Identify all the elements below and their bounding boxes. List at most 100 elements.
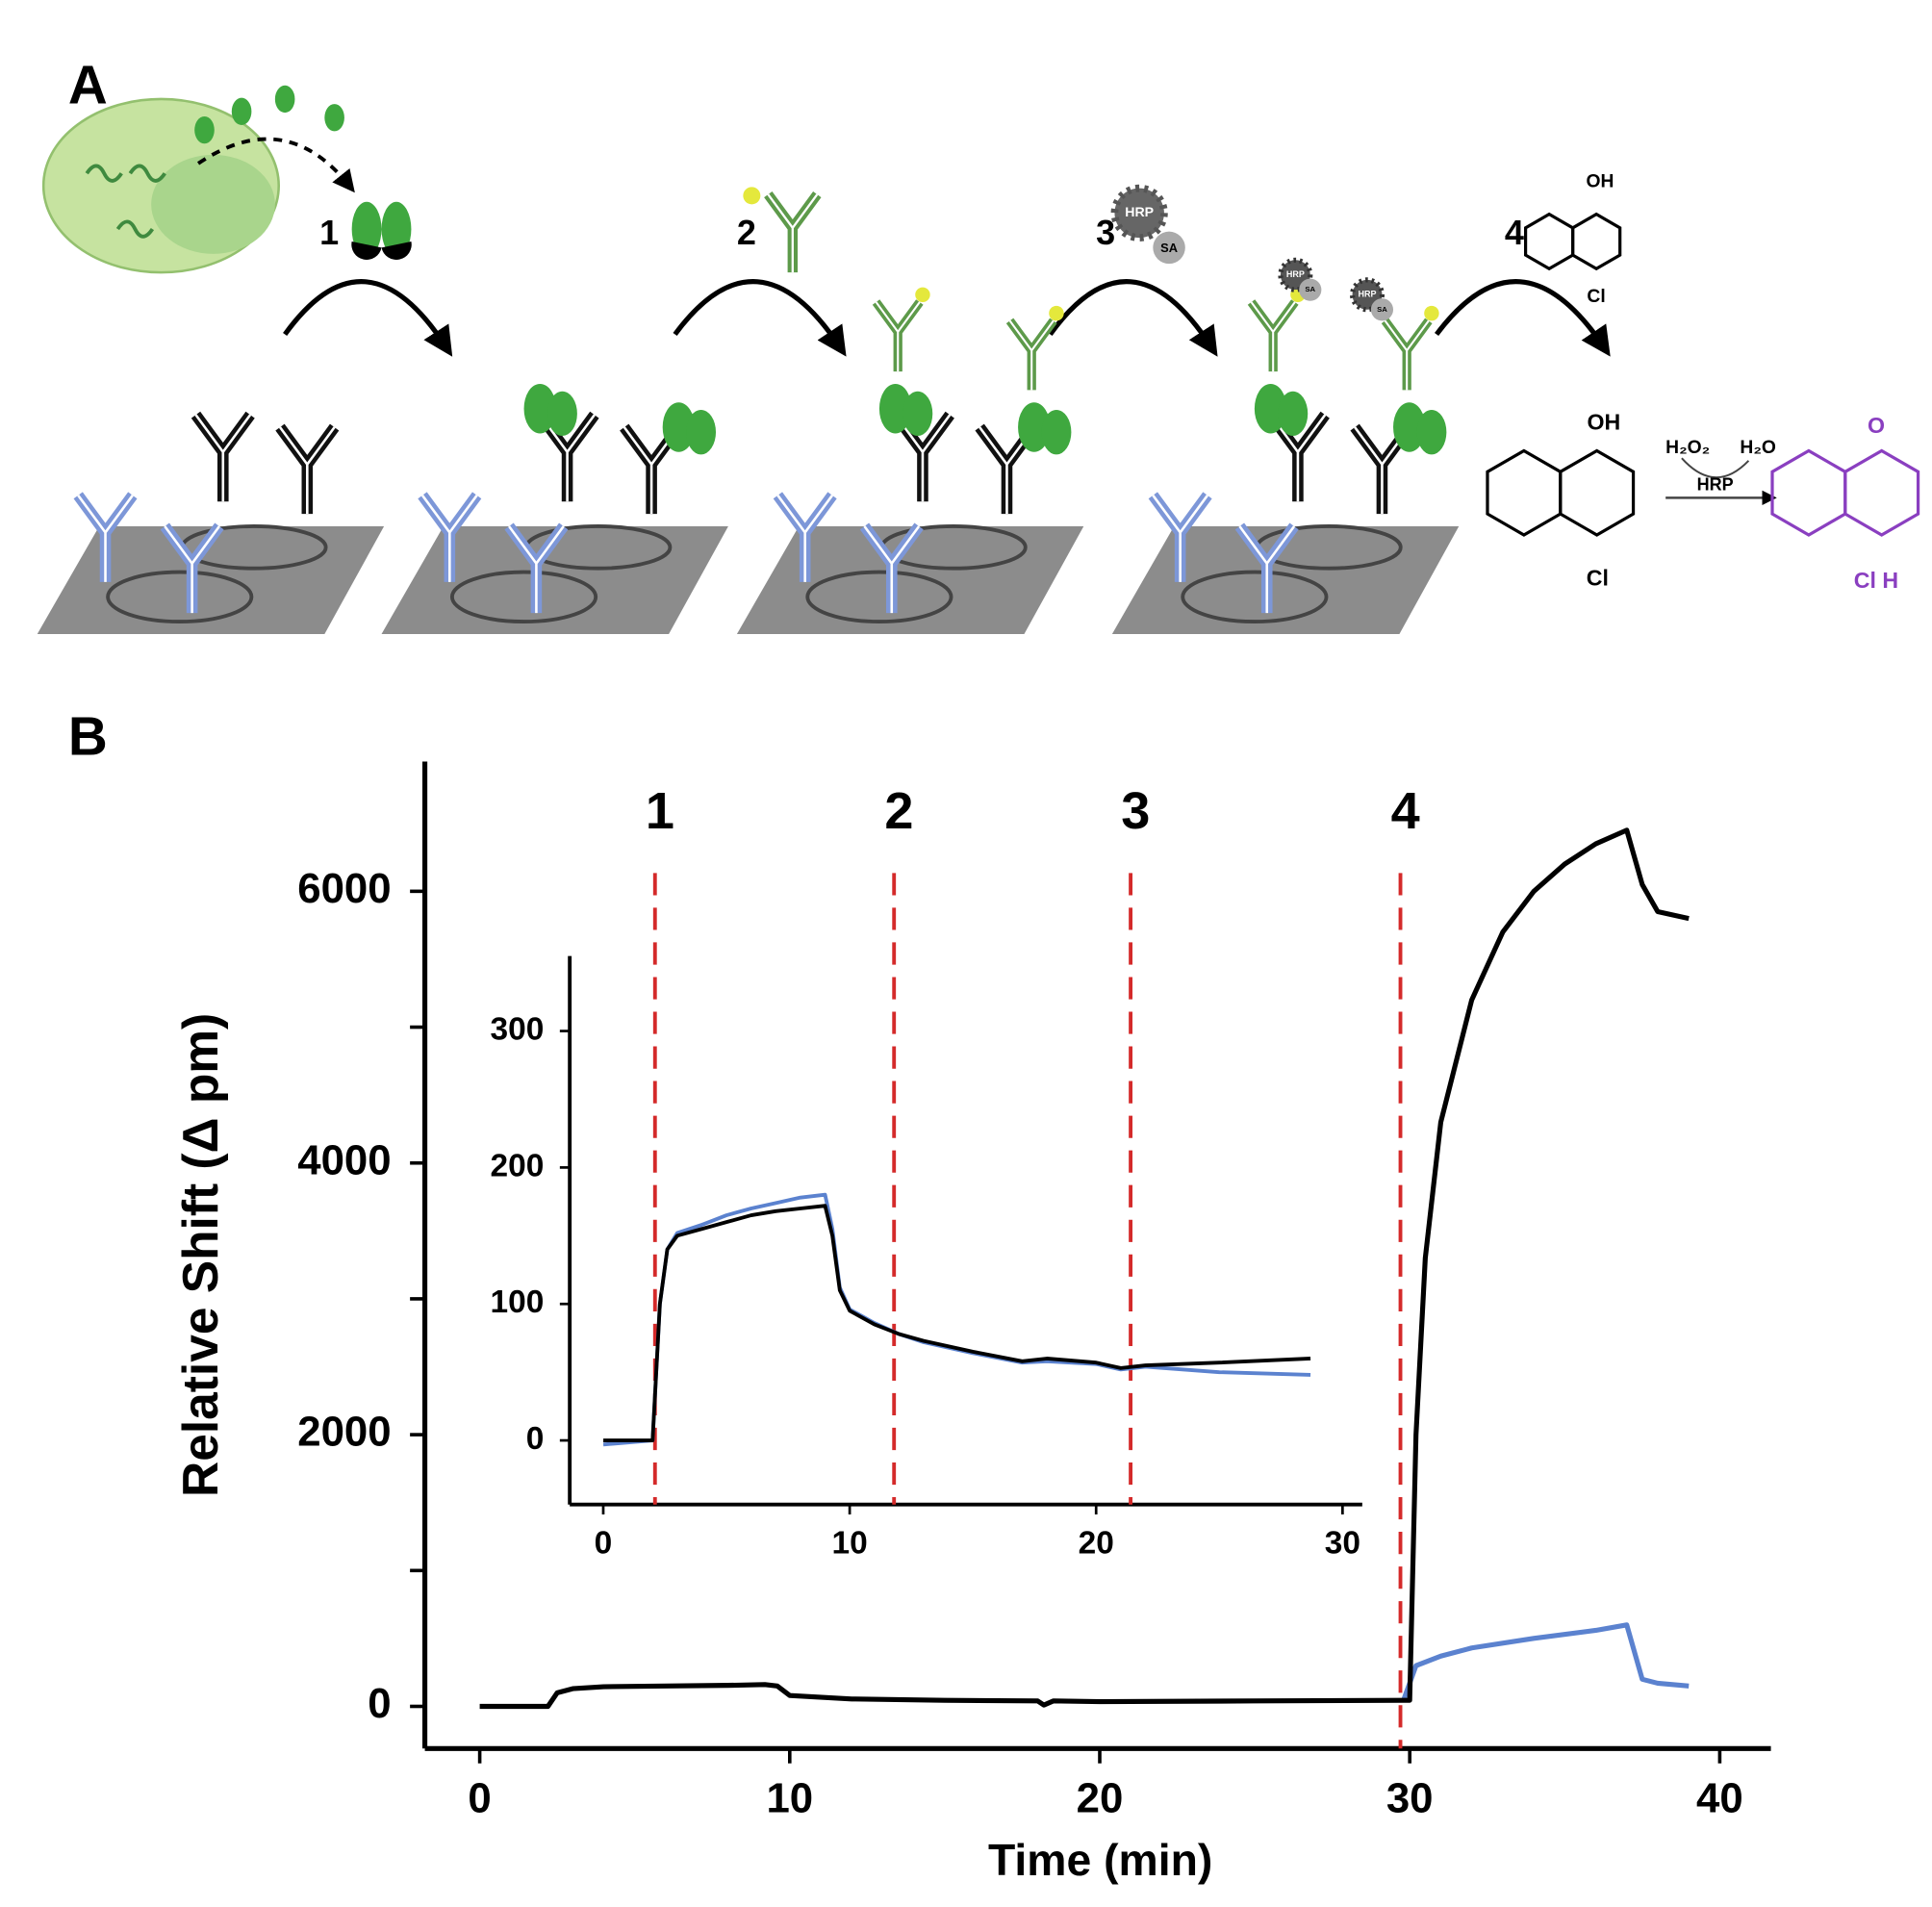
x-tick-label: 30 (1325, 1525, 1360, 1561)
step-marker-label: 2 (884, 782, 913, 840)
sa-label: SA (1377, 305, 1387, 314)
h2o2-label: H₂O₂ (1665, 438, 1710, 458)
ring (1843, 448, 1920, 537)
ring (1559, 448, 1636, 537)
hrp-label: HRP (1286, 269, 1305, 279)
series-line (603, 1204, 1311, 1442)
antibody-inner (77, 495, 134, 582)
antibody-inner (767, 193, 819, 273)
ring-resonator (805, 570, 953, 624)
sa-label: SA (1160, 241, 1178, 255)
y-tick-label: 100 (491, 1284, 545, 1320)
protein (351, 201, 382, 257)
step-label: 4 (1505, 213, 1524, 252)
step-marker-label: 4 (1391, 782, 1420, 840)
step-marker-label: 3 (1121, 782, 1150, 840)
x-tick-label: 10 (766, 1775, 813, 1822)
antibody-inner (420, 495, 478, 582)
antibody-inner (776, 495, 834, 582)
x-tick-label: 0 (468, 1775, 491, 1822)
ring-resonator (106, 570, 254, 624)
step-marker-label: 1 (646, 782, 674, 840)
protein (194, 115, 215, 144)
y-tick-label: 200 (491, 1148, 545, 1183)
antibody (275, 423, 340, 515)
antibody (773, 492, 837, 582)
cl-label: Cl (1587, 287, 1605, 307)
sa (1153, 231, 1185, 265)
reaction-arc (1681, 457, 1750, 479)
y-tick-label: 6000 (297, 865, 391, 912)
protein (231, 97, 252, 125)
y-tick-label: 2000 (297, 1409, 391, 1456)
ribosome-squiggle (128, 164, 166, 183)
step-label: 3 (1096, 213, 1115, 252)
antibody (418, 492, 482, 582)
ribosome-squiggle (115, 219, 155, 239)
y-tick-label: 0 (526, 1421, 545, 1457)
biotin (1424, 305, 1439, 321)
protein (547, 391, 577, 437)
protein (523, 383, 556, 434)
nucleus (151, 154, 275, 254)
ring-resonator (449, 570, 598, 624)
series-line (479, 827, 1690, 1710)
chip-surface (1111, 525, 1460, 634)
y-tick-label: 300 (491, 1011, 545, 1047)
step-arrow (1435, 279, 1611, 357)
x-tick-label: 20 (1077, 1775, 1124, 1822)
y-tick-label: 4000 (297, 1136, 391, 1183)
ring (1770, 448, 1847, 537)
step-arrow (673, 279, 847, 357)
protein (324, 104, 344, 132)
antibody-inner (1238, 525, 1296, 614)
protein (1254, 383, 1287, 434)
x-tick-label: 10 (832, 1525, 868, 1561)
y-tick-label: 0 (368, 1680, 391, 1727)
antibody-inner (194, 414, 252, 502)
x-tick-label: 0 (595, 1525, 613, 1561)
antibody-inner (863, 525, 921, 614)
o-label: O (1868, 413, 1885, 438)
ring-resonator (1181, 570, 1329, 624)
protein (1278, 391, 1309, 437)
antibody (872, 299, 924, 372)
hrp-label: HRP (1125, 204, 1154, 219)
antibody (504, 522, 569, 614)
antibody (1381, 318, 1433, 391)
step-arrow (1048, 279, 1218, 357)
antibody-inner (1008, 319, 1055, 391)
cl-label: Cl (1587, 565, 1609, 590)
oh-label: OH (1587, 409, 1620, 434)
protein (686, 410, 717, 455)
antibody-inner (1152, 495, 1209, 582)
antibody-inner (1250, 301, 1296, 372)
antibody (160, 522, 224, 614)
h2o-label: H₂O (1740, 438, 1776, 458)
sa (1299, 278, 1322, 301)
biotin (743, 187, 761, 205)
series-line (602, 1192, 1311, 1447)
y-axis-label: Relative Shift (Δ pm) (172, 1013, 228, 1497)
hrp-star (1110, 184, 1168, 242)
biotin (1049, 305, 1064, 321)
antibody (1005, 318, 1057, 391)
protein (274, 85, 295, 114)
antibody-inner (508, 525, 565, 614)
protein-tip (351, 241, 412, 260)
antibody-inner (278, 426, 336, 515)
panel-label: A (68, 55, 108, 115)
protein (1416, 410, 1447, 455)
panel-label: B (68, 706, 108, 767)
protein (878, 383, 912, 434)
x-tick-label: 40 (1696, 1775, 1743, 1822)
protein (1018, 402, 1051, 452)
enzyme-label: HRP (1697, 474, 1734, 494)
antibody (1234, 522, 1299, 614)
antibody-inner (1384, 319, 1430, 391)
antibody-inner (875, 301, 921, 372)
chip-surface (736, 525, 1084, 634)
